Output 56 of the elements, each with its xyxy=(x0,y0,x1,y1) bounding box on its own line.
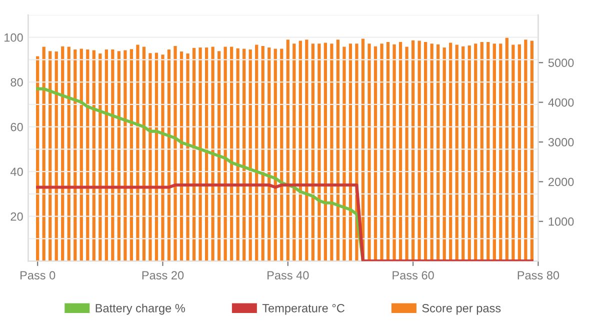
x-tick-label: Pass 80 xyxy=(518,271,560,280)
bar xyxy=(342,46,346,262)
bar xyxy=(492,44,496,262)
y2-tick-label: 2000 xyxy=(548,178,574,186)
bar xyxy=(161,54,164,262)
bar xyxy=(148,53,152,262)
x-tick-label: Pass 40 xyxy=(268,271,309,280)
bar xyxy=(468,46,471,262)
bar xyxy=(368,44,371,262)
y-tick-label: 80 xyxy=(10,78,23,86)
bar xyxy=(462,46,465,262)
bar xyxy=(505,36,508,262)
bar xyxy=(512,44,515,262)
legend-label: Score per pass xyxy=(422,304,501,315)
bar xyxy=(418,40,421,262)
bar xyxy=(430,44,434,262)
bar xyxy=(330,44,334,262)
y2-tick-label: 1000 xyxy=(548,217,574,226)
bar xyxy=(211,46,214,262)
x-tick-label: Pass 60 xyxy=(392,271,434,280)
x-tick-label: Pass 0 xyxy=(20,271,56,280)
legend-label: Temperature °C xyxy=(262,304,344,315)
y2-tick-label: 5000 xyxy=(548,58,574,68)
bar xyxy=(474,44,478,262)
bar xyxy=(499,44,502,262)
bar xyxy=(455,44,458,262)
bar xyxy=(442,48,446,262)
x-tick-label: Pass 20 xyxy=(142,271,184,280)
bar xyxy=(380,44,384,262)
y-tick-label: 40 xyxy=(10,168,23,176)
bar xyxy=(136,44,140,262)
y-tick-label: 60 xyxy=(10,122,23,132)
y2-tick-label: 4000 xyxy=(548,98,574,107)
y2-tick-label: 3000 xyxy=(548,138,574,146)
bar xyxy=(518,44,521,262)
bar xyxy=(480,42,484,262)
bar xyxy=(392,44,396,262)
bar xyxy=(486,42,490,262)
bar xyxy=(386,42,390,262)
y-tick-label: 20 xyxy=(10,212,23,221)
bar xyxy=(174,46,177,262)
bar xyxy=(405,46,408,262)
bar xyxy=(411,40,415,262)
bar xyxy=(436,44,440,262)
legend-label: Battery charge % xyxy=(96,304,185,315)
bar xyxy=(124,50,127,262)
bar xyxy=(424,42,428,262)
bar xyxy=(374,46,378,262)
y-tick-label: 100 xyxy=(4,33,23,42)
bar xyxy=(530,40,534,262)
bar xyxy=(198,48,202,262)
bar xyxy=(449,42,452,262)
bar xyxy=(398,42,402,262)
bar xyxy=(186,53,190,262)
bar xyxy=(524,40,528,262)
bar xyxy=(286,40,290,262)
